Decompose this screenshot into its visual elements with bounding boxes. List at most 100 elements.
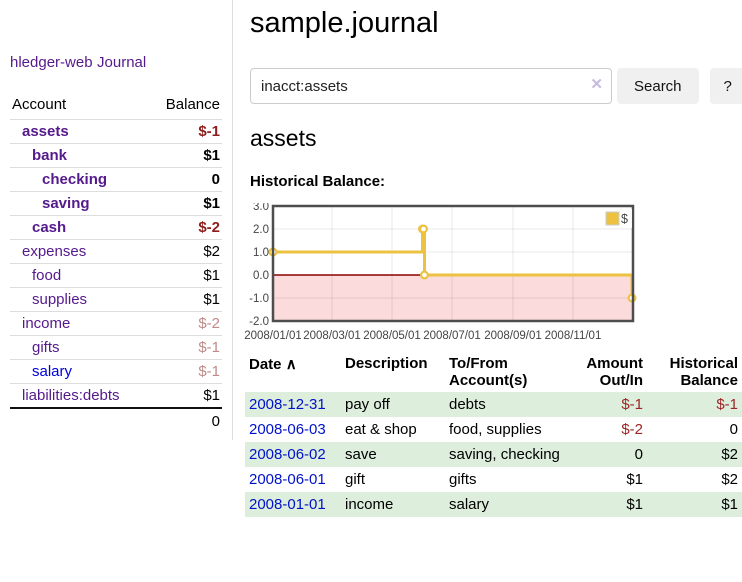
page-title: sample.journal [250, 7, 439, 39]
account-balance: $1 [148, 143, 222, 168]
y-axis-tick-label: -2.0 [249, 316, 269, 328]
app-layout: hledger-web Journal Account Balance asse… [0, 0, 742, 517]
account-link[interactable]: expenses [22, 243, 87, 260]
x-axis-tick-label: 2008/09/01 [484, 330, 542, 342]
account-row: expenses $2 [10, 239, 222, 264]
account-balance: $2 [148, 239, 222, 264]
register-row: 2008-12-31 pay off debts $-1 $-1 [245, 392, 742, 417]
account-link[interactable]: cash [32, 219, 67, 236]
account-balance: $-2 [148, 311, 222, 336]
account-row: assets $-1 [10, 119, 222, 144]
search-button[interactable]: Search [617, 68, 699, 104]
account-link[interactable]: bank [32, 147, 68, 164]
transaction-amount: $1 [626, 496, 643, 513]
transaction-amount: $-1 [621, 396, 643, 413]
account-balance: $1 [148, 191, 222, 216]
sidebar: hledger-web Journal Account Balance asse… [0, 0, 233, 440]
account-balance: $1 [148, 383, 222, 408]
transaction-date-link[interactable]: 2008-12-31 [249, 396, 326, 413]
x-axis-tick-label: 2008/11/01 [545, 330, 602, 342]
transaction-amount: $1 [626, 471, 643, 488]
account-link[interactable]: food [32, 267, 62, 284]
transaction-accounts: debts [449, 396, 486, 413]
amount-column-header: Amount Out/In [586, 355, 643, 389]
search-bar: ✕ Search ? [250, 68, 742, 104]
transaction-description: income [345, 496, 394, 513]
account-link[interactable]: assets [22, 123, 69, 140]
account-link[interactable]: liabilities:debts [22, 387, 120, 404]
account-row: cash $-2 [10, 215, 222, 240]
transaction-accounts: gifts [449, 471, 477, 488]
historical-balance-chart: $2008/01/01 2008/03/01 2008/05/01 2008/07/0… [240, 201, 670, 344]
x-axis-tick-label: 2008/01/01 [244, 330, 302, 342]
chart-canvas: $2008/01/01 2008/03/01 2008/05/01 2008/07/0… [242, 201, 637, 342]
register-row: 2008-06-03 eat & shop food, supplies $-2… [245, 417, 742, 442]
account-balance: $-2 [148, 215, 222, 240]
y-axis-tick-label: 1.0 [253, 247, 269, 259]
transaction-description: eat & shop [345, 421, 417, 438]
account-link[interactable]: saving [42, 195, 90, 212]
legend-label: $ [621, 212, 628, 226]
transaction-amount: 0 [634, 446, 643, 463]
register-table: Date ∧ Description To/From Account(s) Am… [245, 352, 742, 517]
transaction-balance: $2 [721, 471, 738, 488]
account-link[interactable]: gifts [32, 339, 60, 356]
transaction-accounts: salary [449, 496, 490, 513]
description-column-header: Description [345, 355, 428, 372]
x-axis-tick-label: 2008/05/01 [363, 330, 421, 342]
account-balance: $1 [148, 263, 222, 288]
account-link[interactable]: salary [32, 363, 73, 380]
y-axis-tick-label: 0.0 [253, 270, 269, 282]
register-header-row: Date ∧ Description To/From Account(s) Am… [245, 352, 742, 392]
sidebar-item-journal[interactable]: Journal [97, 54, 147, 71]
help-button[interactable]: ? [709, 68, 742, 104]
transaction-balance: $1 [721, 496, 738, 513]
account-row: bank $1 [10, 143, 222, 168]
search-input[interactable] [250, 68, 612, 104]
account-balance: $-1 [148, 335, 222, 360]
account-link[interactable]: supplies [32, 291, 88, 308]
account-link[interactable]: checking [42, 171, 108, 188]
transaction-balance: 0 [729, 421, 738, 438]
sort-ascending-icon: ∧ [285, 356, 297, 373]
account-balance: 0 [148, 167, 222, 192]
main-content: sample.journal ✕ Search ? assets Histori… [233, 0, 742, 517]
register-row: 2008-06-01 gift gifts $1 $2 [245, 467, 742, 492]
y-axis-tick-label: 3.0 [253, 203, 269, 213]
transaction-accounts: saving, checking [449, 446, 560, 463]
account-heading: assets [250, 125, 317, 151]
transaction-balance: $2 [721, 446, 738, 463]
balance-column-header: Balance [165, 96, 220, 113]
transaction-description: save [345, 446, 377, 463]
legend-swatch [605, 211, 620, 226]
app-brand-link[interactable]: hledger-web [10, 54, 93, 71]
transaction-date-link[interactable]: 2008-01-01 [249, 496, 326, 513]
historical-balance-column-header: Historical Balance [669, 355, 738, 389]
register-row: 2008-01-01 income salary $1 $1 [245, 492, 742, 517]
account-row: saving $1 [10, 191, 222, 216]
y-axis-tick-label: -1.0 [249, 293, 269, 305]
balance-total-row: 0 [10, 407, 222, 434]
transaction-balance: $-1 [716, 396, 738, 413]
account-row: income $-2 [10, 311, 222, 336]
account-column-header: Account [12, 96, 67, 113]
account-link[interactable]: income [22, 315, 71, 332]
date-column-header[interactable]: Date ∧ [249, 356, 297, 373]
account-balance-table: Account Balance assets $-1 bank $1 check… [10, 92, 222, 434]
account-row: supplies $1 [10, 287, 222, 312]
x-axis-tick-label: 2008/03/01 [303, 330, 361, 342]
accounts-column-header: To/From Account(s) [449, 355, 528, 389]
chart-title: Historical Balance: [250, 173, 386, 190]
account-balance: $-1 [148, 359, 222, 384]
account-row: gifts $-1 [10, 335, 222, 360]
clear-search-icon[interactable]: ✕ [590, 76, 603, 93]
transaction-accounts: food, supplies [449, 421, 542, 438]
transaction-date-link[interactable]: 2008-06-02 [249, 446, 326, 463]
transaction-date-link[interactable]: 2008-06-03 [249, 421, 326, 438]
transaction-date-link[interactable]: 2008-06-01 [249, 471, 326, 488]
account-row: salary $-1 [10, 359, 222, 384]
account-row: food $1 [10, 263, 222, 288]
x-axis-tick-label: 2008/07/01 [423, 330, 481, 342]
account-balance: $-1 [148, 119, 222, 144]
account-row: checking 0 [10, 167, 222, 192]
